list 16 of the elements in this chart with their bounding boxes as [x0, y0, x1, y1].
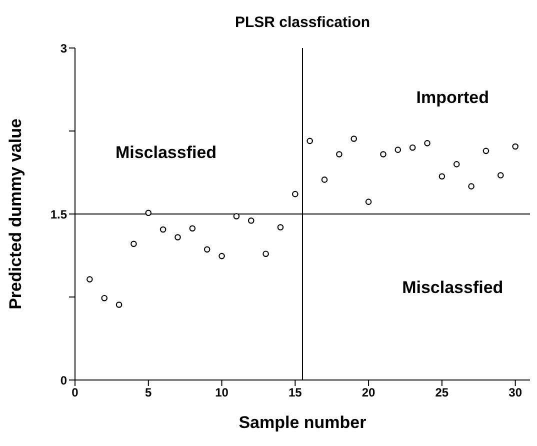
x-tick-label: 30: [508, 386, 522, 400]
x-tick-label: 15: [288, 386, 302, 400]
x-tick-label: 0: [72, 386, 79, 400]
y-axis-title: Predicted dummy value: [6, 118, 26, 310]
annotation: Misclassfied: [401, 278, 504, 298]
x-tick-label: 10: [215, 386, 229, 400]
x-tick-label: 25: [435, 386, 449, 400]
x-tick-label: 5: [145, 386, 152, 400]
annotation: Misclassfied: [114, 143, 218, 163]
y-tick-label: 0: [60, 373, 68, 388]
y-tick-label: 3: [60, 41, 68, 56]
x-axis-title: Sample number: [238, 413, 367, 432]
annotation: Imported: [415, 88, 490, 108]
x-tick-label: 20: [362, 386, 376, 400]
y-tick-label: 1.5: [50, 207, 68, 222]
chart-title: PLSR classfication: [234, 14, 372, 31]
